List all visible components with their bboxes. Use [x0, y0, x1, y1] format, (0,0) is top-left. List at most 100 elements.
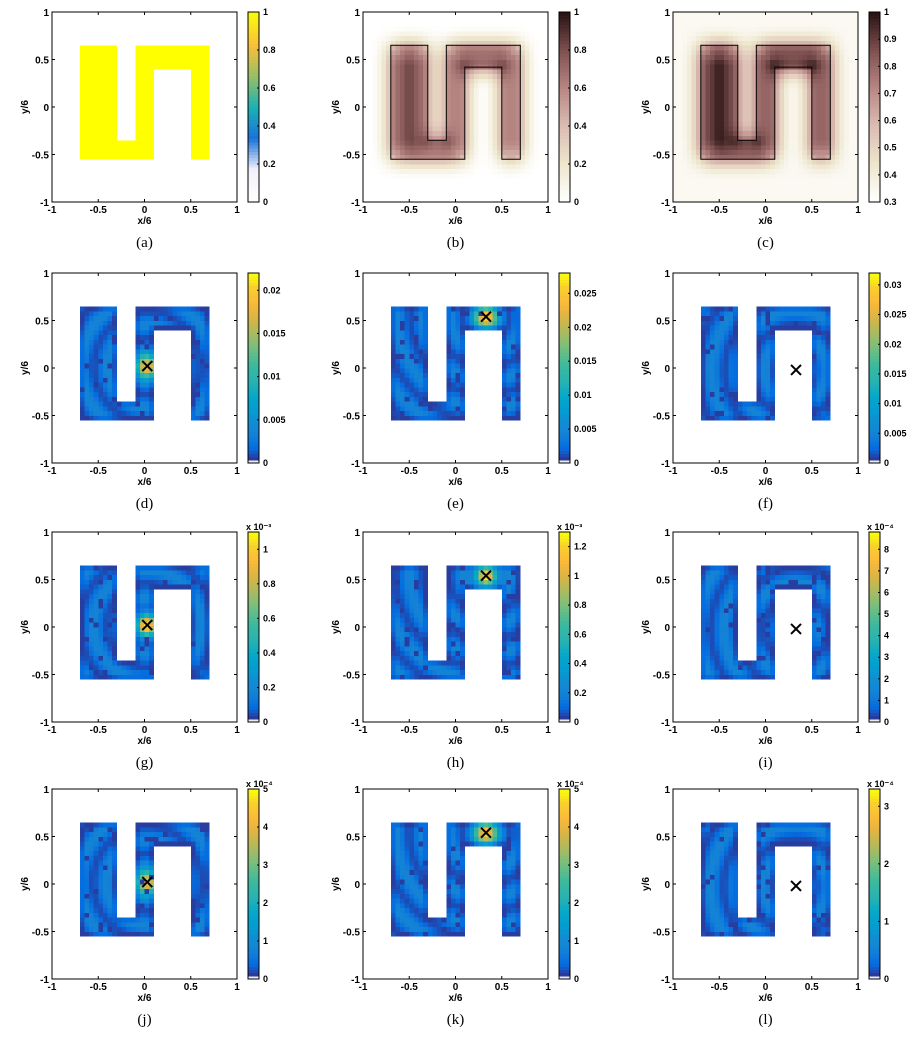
heatmap-cell: [760, 391, 766, 397]
heatmap-cell: [427, 192, 433, 198]
heatmap-cell: [446, 116, 452, 122]
heatmap-cell: [520, 83, 526, 89]
heatmap-cell: [413, 145, 419, 151]
heatmap-cell: [450, 107, 456, 113]
heatmap-cell: [747, 64, 753, 70]
heatmap-cell: [756, 69, 762, 75]
heatmap-cell: [520, 154, 526, 160]
heatmap-cell: [520, 16, 526, 22]
heatmap-cell: [723, 410, 729, 416]
heatmap-cell: [765, 154, 771, 160]
heatmap-cell: [395, 45, 401, 51]
heatmap-cell: [524, 178, 530, 184]
heatmap-cell: [705, 140, 711, 146]
heatmap-cell: [89, 149, 95, 155]
heatmap-cell: [460, 102, 466, 108]
heatmap-cell: [441, 40, 447, 46]
heatmap-cell: [460, 126, 466, 132]
heatmap-cell: [520, 92, 526, 98]
heatmap-cell: [469, 192, 475, 198]
heatmap-cell: [811, 69, 817, 75]
x-tick-label: -0.5: [401, 466, 419, 477]
heatmap-cell: [797, 50, 803, 56]
heatmap-cell: [733, 382, 739, 388]
heatmap-cell: [423, 126, 429, 132]
heatmap-cell: [511, 121, 517, 127]
x-tick-label: 0.5: [495, 466, 509, 477]
heatmap-cell: [793, 21, 799, 27]
heatmap-cell: [469, 164, 475, 170]
heatmap-cell: [696, 130, 702, 136]
heatmap-cell: [79, 59, 85, 65]
heatmap-cell: [432, 35, 438, 41]
heatmap-cell: [737, 21, 743, 27]
heatmap-cell: [487, 135, 493, 141]
heatmap-cell: [404, 16, 410, 22]
heatmap-cell: [511, 64, 517, 70]
heatmap-cell: [413, 401, 419, 407]
heatmap-cell: [774, 92, 780, 98]
heatmap-cell: [723, 173, 729, 179]
heatmap-cell: [779, 159, 785, 165]
heatmap-cell: [483, 35, 489, 41]
heatmap-cell: [395, 192, 401, 198]
heatmap-cell: [811, 31, 817, 37]
heatmap-cell: [400, 311, 406, 317]
heatmap-cell: [705, 192, 711, 198]
heatmap-cell: [830, 88, 836, 94]
heatmap-cell: [149, 50, 155, 56]
heatmap-cell: [186, 311, 192, 317]
heatmap-cell: [139, 45, 145, 51]
heatmap-cell: [807, 197, 813, 203]
heatmap-cell: [102, 126, 108, 132]
heatmap-cell: [395, 107, 401, 113]
heatmap-cell: [710, 387, 716, 393]
heatmap-cell: [492, 187, 498, 193]
heatmap-cell: [195, 363, 201, 369]
heatmap-cell: [770, 121, 776, 127]
heatmap-cell: [167, 306, 173, 312]
heatmap-cell: [765, 88, 771, 94]
heatmap-cell: [376, 183, 382, 189]
heatmap-cell: [520, 21, 526, 27]
heatmap-cell: [728, 410, 734, 416]
heatmap-cell: [139, 401, 145, 407]
heatmap-cell: [742, 21, 748, 27]
heatmap-cell: [409, 311, 415, 317]
heatmap-cell: [529, 21, 535, 27]
heatmap-cell: [529, 183, 535, 189]
heatmap-cell: [79, 358, 85, 364]
heatmap-cell: [487, 306, 493, 312]
heatmap-cell: [765, 368, 771, 374]
heatmap-cell: [779, 35, 785, 41]
heatmap-cell: [450, 64, 456, 70]
heatmap-cell: [802, 145, 808, 151]
heatmap-cell: [760, 102, 766, 108]
heatmap-cell: [427, 187, 433, 193]
heatmap-cell: [728, 192, 734, 198]
heatmap-cell: [686, 164, 692, 170]
heatmap-cell: [506, 111, 512, 117]
heatmap-cell: [747, 26, 753, 32]
heatmap-cell: [367, 54, 373, 60]
heatmap-cell: [728, 116, 734, 122]
heatmap-cell: [839, 50, 845, 56]
heatmap-cell: [742, 168, 748, 174]
heatmap-cell: [515, 334, 521, 340]
heatmap-cell: [696, 178, 702, 184]
heatmap-cell: [774, 16, 780, 22]
heatmap-cell: [84, 88, 90, 94]
heatmap-cell: [733, 26, 739, 32]
heatmap-cell: [830, 183, 836, 189]
heatmap-cell: [793, 197, 799, 203]
heatmap-cell: [506, 40, 512, 46]
heatmap-cell: [413, 192, 419, 198]
heatmap-cell: [372, 64, 378, 70]
heatmap-cell: [728, 130, 734, 136]
heatmap-cell: [112, 311, 118, 317]
heatmap-cell: [492, 315, 498, 321]
heatmap-cell: [376, 83, 382, 89]
heatmap-cell: [381, 197, 387, 203]
heatmap-cell: [84, 73, 90, 79]
heatmap-cell: [446, 107, 452, 113]
